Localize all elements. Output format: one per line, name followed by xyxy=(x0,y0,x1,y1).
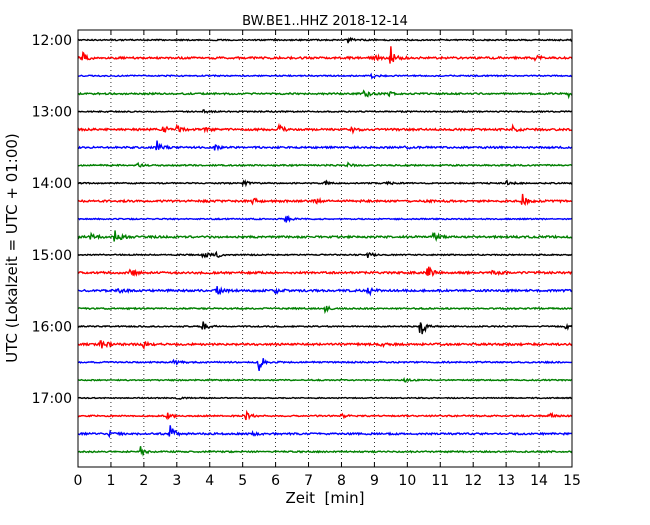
x-tick-label: 1 xyxy=(106,473,115,489)
x-tick-label: 10 xyxy=(398,473,416,489)
plot-frame xyxy=(77,29,573,468)
trace-1500 xyxy=(77,250,573,259)
x-tick-label: 7 xyxy=(304,473,313,489)
x-axis-label: Zeit [min] xyxy=(285,489,364,507)
trace-1515 xyxy=(77,266,573,277)
x-tick-label: 12 xyxy=(464,473,482,489)
trace-1700 xyxy=(77,396,573,400)
trace-layer xyxy=(77,36,573,457)
x-tick-label: 0 xyxy=(74,473,83,489)
trace-1715 xyxy=(77,409,573,421)
trace-1315 xyxy=(77,122,573,135)
x-tick-label: 13 xyxy=(497,473,515,489)
trace-1445 xyxy=(77,230,573,243)
x-tick-label: 14 xyxy=(530,473,548,489)
x-tick-label: 4 xyxy=(205,473,214,489)
x-tick-label: 15 xyxy=(563,473,581,489)
x-tick-label: 9 xyxy=(370,473,379,489)
x-tick-label: 11 xyxy=(431,473,449,489)
trace-1200 xyxy=(77,36,573,44)
y-tick-label: 16:00 xyxy=(32,319,72,335)
trace-1730 xyxy=(77,425,573,439)
trace-1215 xyxy=(77,46,573,64)
trace-1345 xyxy=(77,161,573,168)
trace-1745 xyxy=(77,446,573,457)
trace-1530 xyxy=(77,286,573,297)
trace-1430 xyxy=(77,214,573,223)
y-tick-label: 15:00 xyxy=(32,248,72,264)
trace-1630 xyxy=(77,358,573,372)
y-tick-label: 12:00 xyxy=(32,33,72,49)
tick-layer: 0 1 2 3 4 5 6 7 8 9 10 11 12 13 14 1512:0013:0014:0015:… xyxy=(32,30,581,489)
grid-layer xyxy=(110,30,540,467)
x-tick-label: 3 xyxy=(172,473,181,489)
x-tick-label: 5 xyxy=(238,473,247,489)
trace-1615 xyxy=(77,340,573,351)
trace-1300 xyxy=(77,109,573,114)
trace-1245 xyxy=(77,89,573,100)
y-tick-label: 13:00 xyxy=(32,105,72,121)
chart-title: BW.BE1..HHZ 2018-12-14 xyxy=(242,14,408,29)
y-tick-label: 14:00 xyxy=(32,176,72,192)
y-axis-label: UTC (Lokalzeit = UTC + 01:00) xyxy=(3,133,21,363)
trace-1400 xyxy=(77,178,573,188)
x-tick-label: 8 xyxy=(337,473,346,489)
trace-1415 xyxy=(77,193,573,207)
x-tick-label: 6 xyxy=(271,473,280,489)
trace-1600 xyxy=(77,321,573,335)
trace-1645 xyxy=(77,377,573,383)
trace-1545 xyxy=(77,305,573,315)
trace-1330 xyxy=(77,140,573,152)
trace-1230 xyxy=(77,72,573,80)
x-tick-label: 2 xyxy=(139,473,148,489)
y-tick-label: 17:00 xyxy=(32,391,72,407)
